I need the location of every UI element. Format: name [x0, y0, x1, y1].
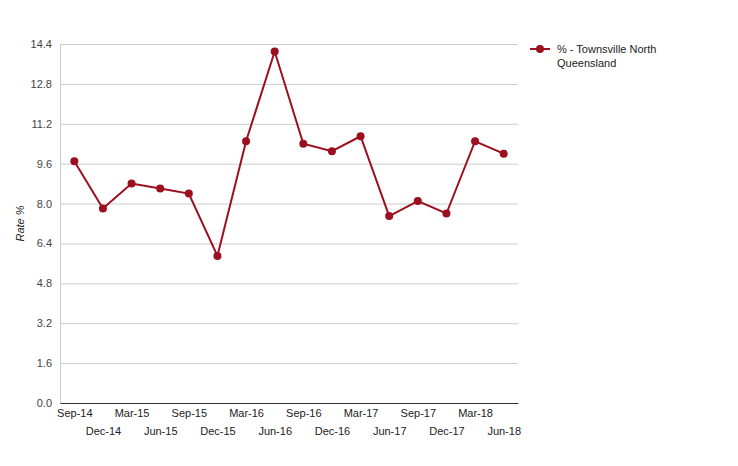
grid-line [60, 44, 518, 45]
x-tick: Mar-16 [229, 403, 264, 419]
point[interactable] [442, 210, 450, 218]
x-axis: Sep-14 Dec-14 Mar-15 Jun-15 Sep-15 Dec-15 Mar-… [57, 403, 521, 437]
y-axis-line [60, 45, 61, 404]
chart-container: 0.0 1.6 3.2 4.8 6.4 8.0 9.6 11.2 12.8 14.4 Sep-14 D… [0, 0, 738, 466]
x-tick-label: Jun-15 [144, 425, 178, 437]
point[interactable] [242, 137, 250, 145]
grid-line [60, 84, 518, 85]
point[interactable] [156, 185, 164, 193]
y-tick: 9.6 [37, 158, 518, 170]
y-axis: 0.0 1.6 3.2 4.8 6.4 8.0 9.6 11.2 12.8 14.4 [31, 38, 518, 409]
chart: 0.0 1.6 3.2 4.8 6.4 8.0 9.6 11.2 12.8 14.4 Sep-14 D… [0, 0, 738, 466]
x-tick-label: Sep-16 [286, 407, 321, 419]
y-tick: 0.0 [37, 397, 518, 409]
y-tick-label: 3.2 [37, 317, 52, 329]
x-tick: Mar-17 [344, 403, 379, 419]
x-tick: Sep-17 [401, 403, 436, 419]
x-tick-label: Mar-18 [458, 407, 493, 419]
x-tick: Jun-18 [487, 403, 521, 437]
grid-line [60, 243, 518, 244]
grid-line [60, 323, 518, 324]
y-tick-label: 12.8 [31, 78, 52, 90]
y-tick: 1.6 [37, 357, 518, 369]
y-tick: 12.8 [31, 78, 518, 90]
grid-line [60, 363, 518, 364]
point[interactable] [271, 47, 279, 55]
x-tick-label: Jun-18 [487, 425, 521, 437]
point[interactable] [414, 197, 422, 205]
x-tick-label: Dec-17 [429, 425, 464, 437]
y-tick-label: 14.4 [31, 38, 52, 50]
x-tick-label: Mar-17 [344, 407, 379, 419]
x-tick-label: Sep-14 [57, 407, 92, 419]
x-tick-label: Sep-17 [401, 407, 436, 419]
point[interactable] [185, 190, 193, 198]
x-tick-label: Sep-15 [172, 407, 207, 419]
point[interactable] [128, 180, 136, 188]
point[interactable] [471, 137, 479, 145]
y-tick: 3.2 [37, 317, 518, 329]
legend-key [530, 45, 550, 53]
y-tick: 11.2 [31, 118, 518, 130]
x-tick: Mar-18 [458, 403, 493, 419]
x-tick: Sep-16 [286, 403, 321, 419]
point[interactable] [328, 147, 336, 155]
plot-area [70, 47, 507, 259]
grid-line [60, 403, 518, 404]
x-tick-label: Dec-16 [315, 425, 350, 437]
x-tick-label: Dec-14 [86, 425, 121, 437]
x-tick: Mar-15 [115, 403, 150, 419]
y-tick-label: 0.0 [37, 397, 52, 409]
point[interactable] [357, 132, 365, 140]
x-tick: Sep-14 [57, 403, 92, 419]
y-tick-label: 8.0 [37, 198, 52, 210]
x-tick-label: Dec-15 [200, 425, 235, 437]
x-tick-label: Mar-15 [115, 407, 150, 419]
x-tick-label: Jun-17 [373, 425, 407, 437]
legend-marker [536, 45, 544, 53]
y-tick-label: 6.4 [37, 237, 52, 249]
point[interactable] [385, 212, 393, 220]
legend-label: % - Townsville North Queensland [557, 42, 717, 70]
y-tick-label: 1.6 [37, 357, 52, 369]
y-tick: 6.4 [37, 237, 518, 249]
point[interactable] [299, 140, 307, 148]
y-tick-label: 11.2 [31, 118, 52, 130]
x-tick: Sep-15 [172, 403, 207, 419]
x-axis-line [61, 403, 519, 404]
point[interactable] [99, 205, 107, 213]
grid-line [60, 164, 518, 165]
grid-line [60, 283, 518, 284]
x-tick-label: Mar-16 [229, 407, 264, 419]
y-tick-label: 9.6 [37, 158, 52, 170]
y-tick: 4.8 [37, 277, 518, 289]
grid-line [60, 124, 518, 125]
point[interactable] [500, 150, 508, 158]
x-tick-label: Jun-16 [258, 425, 292, 437]
series-line [74, 51, 503, 255]
y-axis-title: Rate % [14, 205, 26, 241]
point[interactable] [213, 252, 221, 260]
point[interactable] [70, 157, 78, 165]
y-tick-label: 4.8 [37, 277, 52, 289]
